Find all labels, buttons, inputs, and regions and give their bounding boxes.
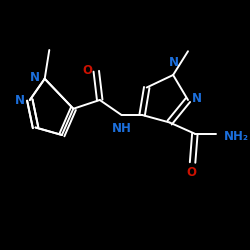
Text: N: N [14,94,24,106]
Text: N: N [30,71,40,84]
Text: NH: NH [112,122,132,135]
Text: N: N [192,92,202,105]
Text: O: O [186,166,196,178]
Text: O: O [82,64,92,76]
Text: NH₂: NH₂ [224,130,249,143]
Text: N: N [169,56,179,70]
